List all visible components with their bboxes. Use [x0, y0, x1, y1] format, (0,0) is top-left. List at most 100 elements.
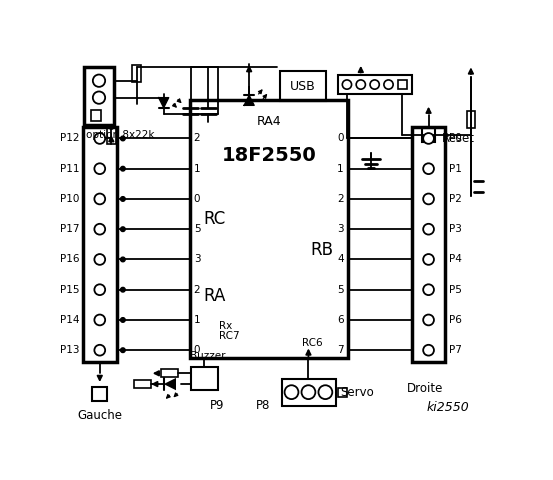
Circle shape	[121, 257, 125, 262]
Bar	[161, 370, 178, 377]
Text: Buzzer: Buzzer	[190, 351, 226, 361]
Text: 1: 1	[337, 164, 344, 174]
Bar	[134, 380, 152, 388]
Text: P8: P8	[256, 399, 270, 412]
Circle shape	[370, 80, 379, 89]
Text: 1: 1	[194, 164, 200, 174]
Bar	[338, 387, 347, 397]
Text: P5: P5	[448, 285, 461, 295]
Text: P10: P10	[60, 194, 80, 204]
Circle shape	[95, 163, 105, 174]
Circle shape	[423, 345, 434, 356]
Circle shape	[95, 254, 105, 265]
Bar	[191, 367, 217, 390]
Circle shape	[95, 284, 105, 295]
Text: 18F2550: 18F2550	[221, 146, 316, 165]
Text: option 8x22k: option 8x22k	[86, 131, 154, 140]
Circle shape	[423, 314, 434, 325]
Circle shape	[97, 96, 101, 99]
Text: P0: P0	[448, 133, 461, 144]
Bar	[411, 127, 446, 362]
Circle shape	[423, 254, 434, 265]
Bar	[338, 75, 411, 94]
Text: Reset: Reset	[442, 132, 474, 145]
Circle shape	[93, 92, 105, 104]
Text: RC: RC	[204, 210, 226, 228]
Text: Droite: Droite	[406, 382, 443, 395]
Circle shape	[95, 345, 105, 356]
Circle shape	[384, 80, 393, 89]
Text: P15: P15	[60, 285, 80, 295]
Bar	[190, 100, 348, 358]
Text: P9: P9	[210, 399, 224, 412]
Circle shape	[95, 193, 105, 204]
Bar	[133, 65, 141, 82]
Text: RC7: RC7	[219, 331, 240, 341]
Circle shape	[121, 318, 125, 322]
Text: P11: P11	[60, 164, 80, 174]
Circle shape	[356, 80, 366, 89]
Circle shape	[121, 227, 125, 231]
Text: RC6: RC6	[301, 337, 322, 348]
Circle shape	[95, 314, 105, 325]
Circle shape	[285, 385, 299, 399]
Text: 3: 3	[337, 224, 344, 234]
Text: P4: P4	[448, 254, 461, 264]
Bar	[107, 127, 116, 144]
Bar	[91, 110, 101, 121]
Circle shape	[423, 224, 434, 235]
Text: 5: 5	[194, 224, 200, 234]
Text: 2: 2	[337, 194, 344, 204]
Bar	[398, 80, 407, 89]
Circle shape	[121, 167, 125, 171]
Circle shape	[109, 125, 113, 129]
Circle shape	[342, 80, 352, 89]
Circle shape	[301, 385, 315, 399]
Text: 3: 3	[194, 254, 200, 264]
Text: RA4: RA4	[257, 115, 281, 128]
Circle shape	[93, 74, 105, 87]
Text: 5: 5	[337, 285, 344, 295]
Text: P6: P6	[448, 315, 461, 325]
Text: 2: 2	[194, 285, 200, 295]
Circle shape	[95, 133, 105, 144]
Text: 0: 0	[194, 345, 200, 355]
Circle shape	[423, 284, 434, 295]
Circle shape	[423, 133, 434, 144]
Text: 6: 6	[337, 315, 344, 325]
Text: 0: 0	[337, 133, 344, 144]
Circle shape	[121, 136, 125, 141]
Bar	[83, 127, 117, 362]
Circle shape	[121, 288, 125, 292]
Text: P14: P14	[60, 315, 80, 325]
Bar	[467, 111, 475, 128]
Circle shape	[319, 385, 332, 399]
Text: RA: RA	[204, 288, 226, 305]
Circle shape	[121, 197, 125, 201]
Bar	[92, 387, 107, 401]
Bar	[280, 72, 326, 101]
Polygon shape	[244, 96, 254, 105]
Text: 4: 4	[337, 254, 344, 264]
Text: P7: P7	[448, 345, 461, 355]
Circle shape	[423, 193, 434, 204]
Text: P13: P13	[60, 345, 80, 355]
Text: Gauche: Gauche	[77, 409, 122, 422]
Circle shape	[423, 163, 434, 174]
Text: P2: P2	[448, 194, 461, 204]
Text: USB: USB	[290, 80, 316, 93]
Text: RB: RB	[311, 241, 334, 259]
Bar	[282, 379, 336, 406]
Text: 2: 2	[194, 133, 200, 144]
Polygon shape	[159, 97, 169, 108]
Text: 1: 1	[194, 315, 200, 325]
Text: 0: 0	[194, 194, 200, 204]
Text: ki2550: ki2550	[426, 401, 469, 414]
Text: 7: 7	[337, 345, 344, 355]
Text: P3: P3	[448, 224, 461, 234]
Text: P17: P17	[60, 224, 80, 234]
Text: Rx: Rx	[219, 321, 232, 331]
Text: Servo: Servo	[340, 385, 374, 399]
Bar	[85, 67, 113, 125]
Bar	[421, 128, 436, 142]
